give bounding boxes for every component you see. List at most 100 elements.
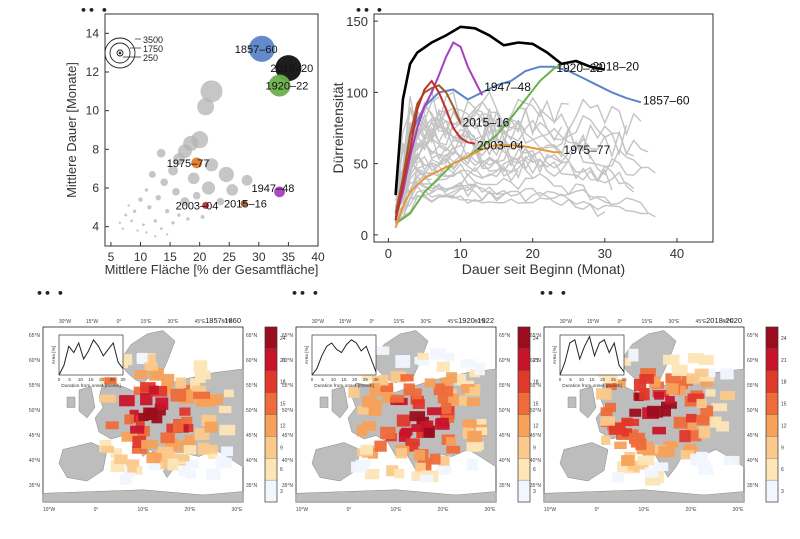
colorbar-tick-1-4: 12	[533, 423, 539, 429]
land-mass-0-3	[78, 386, 96, 419]
drought-cell-2-32	[652, 426, 666, 435]
right-lat-0-3: 50°N	[246, 408, 258, 414]
colorbar-cell-2-2	[765, 370, 779, 393]
inset-tick-0-3: 15	[88, 377, 94, 382]
top-lon-1-6: 60°E	[475, 319, 487, 325]
colorbar-cell-0-5	[264, 436, 278, 459]
inset-frame-1	[311, 334, 377, 376]
event-bubble-40	[154, 235, 157, 238]
drought-cell-1-58	[433, 383, 445, 396]
drought-cell-1-72	[351, 461, 368, 473]
bottom-lon-1-1: 0°	[347, 507, 352, 513]
drought-cell-0-83	[216, 457, 232, 469]
drought-cell-0-75	[105, 421, 119, 430]
left-lat-1-3: 50°N	[282, 408, 294, 414]
event-bubble-35	[200, 215, 205, 219]
colorbar-cell-0-6	[264, 458, 278, 481]
panel-marker-c2: •• •	[291, 287, 320, 300]
left-lat-1-5: 40°N	[282, 458, 294, 464]
left-lat-1-4: 45°N	[282, 433, 294, 439]
background-event-line-33	[395, 101, 563, 186]
bottom-lon-2-0: 10°W	[544, 507, 557, 513]
inset-xlabel-0: Duration from onset [month]	[61, 383, 120, 389]
drought-cell-2-37	[698, 466, 714, 475]
top-lon-0-0: 30°W	[59, 319, 72, 325]
drought-cell-0-115	[167, 458, 179, 471]
colorbar-tick-1-6: 6	[533, 467, 536, 473]
inset-tick-0-0: 0	[58, 377, 61, 382]
drought-cell-1-81	[412, 399, 425, 409]
colorbar-cell-0-3	[264, 392, 278, 415]
series-line-4	[394, 84, 462, 214]
top-lon-1-0: 30°W	[312, 319, 325, 325]
drought-cell-2-49	[600, 407, 613, 417]
inset-tick-2-5: 25	[611, 377, 617, 382]
inset-tick-1-5: 25	[363, 377, 369, 382]
bottom-lon-0-2: 10°E	[138, 507, 150, 513]
top-lon-2-6: 60°E	[723, 319, 735, 325]
bottom-lon-0-3: 20°E	[185, 507, 197, 513]
inset-tick-1-1: 5	[321, 377, 324, 382]
event-bubble-13	[156, 148, 166, 158]
drought-cell-0-106	[114, 454, 128, 465]
drought-cell-2-98	[666, 383, 679, 395]
x-tick-label-2: 15	[163, 250, 177, 264]
drought-cell-1-53	[411, 424, 426, 432]
drought-cell-0-85	[193, 391, 211, 399]
drought-cell-2-45	[673, 416, 688, 429]
y-tick-label-1: 6	[92, 181, 99, 195]
map-title-1: 1920-1922	[458, 316, 494, 325]
event-bubble-19	[216, 197, 225, 206]
drought-cell-0-95	[173, 454, 190, 462]
drought-cell-2-96	[621, 455, 635, 467]
bottom-lon-1-3: 20°E	[438, 507, 450, 513]
drought-cell-1-32	[356, 424, 368, 437]
series-line-3	[394, 41, 484, 219]
drought-cell-2-91	[621, 428, 632, 437]
drought-cell-0-10	[179, 407, 191, 416]
drought-cell-1-56	[440, 402, 452, 414]
drought-cell-2-0	[686, 429, 702, 442]
left-lat-2-4: 45°N	[530, 433, 542, 439]
drought-cell-0-35	[195, 398, 213, 407]
top-lon-0-1: 15°W	[86, 319, 99, 325]
inset-tick-1-3: 15	[341, 377, 347, 382]
line-panel: •• • 0 10 20 30 40 0 50 100 150 Dauer seit Beginn…	[325, 0, 725, 285]
y-tick-label-3: 150	[346, 14, 368, 29]
event-bubble-21	[147, 205, 152, 210]
drought-cell-0-62	[121, 431, 137, 442]
drought-cell-1-54	[423, 425, 435, 438]
drought-cell-2-80	[639, 374, 654, 384]
colorbar-tick-0-7: 3	[280, 489, 283, 495]
drought-cell-2-114	[647, 405, 664, 418]
inset-tick-0-6: 30	[120, 377, 126, 382]
drought-cell-2-106	[639, 388, 650, 401]
drought-cell-1-78	[348, 386, 360, 398]
drought-cell-2-81	[635, 438, 647, 451]
drought-cell-1-36	[357, 405, 369, 415]
size-legend-dot	[118, 51, 122, 55]
event-bubble-8	[187, 172, 200, 185]
drought-cell-1-18	[390, 371, 407, 383]
colorbar-cell-1-7	[517, 479, 531, 503]
right-lat-2-4: 45°N	[747, 433, 759, 439]
y-axis-label: Dürreintensität	[330, 82, 346, 173]
bottom-lon-2-3: 20°E	[686, 507, 698, 513]
drought-cell-0-109	[183, 445, 197, 455]
inset-frame-0	[58, 334, 124, 376]
left-lat-1-2: 55°N	[282, 383, 294, 389]
drought-cell-1-116	[409, 411, 426, 422]
inset-ylabel-1: Area [%]	[304, 346, 310, 364]
bottom-lon-0-0: 10°W	[43, 507, 56, 513]
series-line-5	[394, 79, 476, 221]
drought-cell-1-43	[362, 396, 377, 408]
drought-cell-1-98	[469, 387, 479, 396]
colorbar-cell-0-1	[264, 348, 278, 371]
inset-xlabel-1: Duration from onset [month]	[314, 383, 373, 389]
drought-cell-1-91	[437, 392, 449, 404]
drought-cell-2-79	[648, 376, 661, 388]
event-bubble-32	[159, 227, 163, 230]
event-bubble-29	[142, 223, 145, 227]
drought-cell-1-50	[466, 458, 478, 471]
background-event-line-38	[394, 117, 649, 197]
